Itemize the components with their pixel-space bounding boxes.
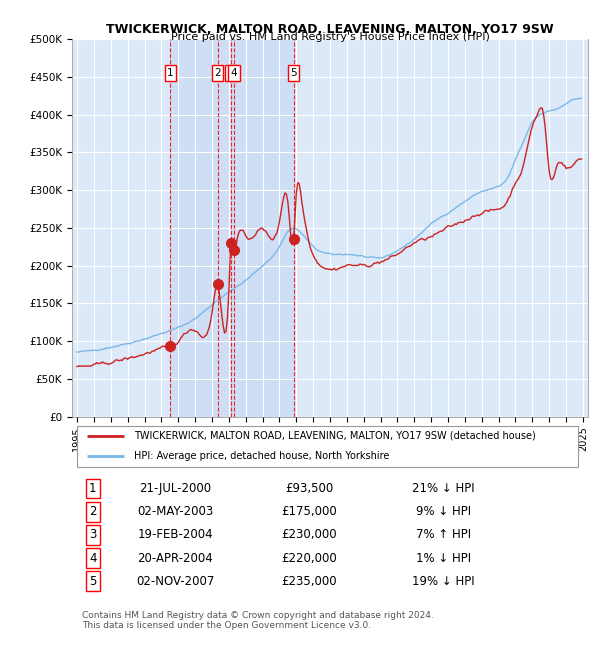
Text: 1: 1 (167, 68, 174, 78)
Text: 9% ↓ HPI: 9% ↓ HPI (416, 505, 471, 518)
Text: 1% ↓ HPI: 1% ↓ HPI (416, 552, 471, 565)
Text: 02-MAY-2003: 02-MAY-2003 (137, 505, 214, 518)
Text: 20-APR-2004: 20-APR-2004 (137, 552, 213, 565)
Text: 5: 5 (89, 575, 97, 588)
Text: 2: 2 (89, 505, 97, 518)
Text: 4: 4 (230, 68, 237, 78)
Text: Contains HM Land Registry data © Crown copyright and database right 2024.
This d: Contains HM Land Registry data © Crown c… (82, 610, 434, 630)
Text: TWICKERWICK, MALTON ROAD, LEAVENING, MALTON, YO17 9SW (detached house): TWICKERWICK, MALTON ROAD, LEAVENING, MAL… (134, 431, 536, 441)
Text: 4: 4 (89, 552, 97, 565)
Text: 1: 1 (89, 482, 97, 495)
Text: 21-JUL-2000: 21-JUL-2000 (139, 482, 211, 495)
Text: 02-NOV-2007: 02-NOV-2007 (136, 575, 214, 588)
Text: £230,000: £230,000 (281, 528, 337, 541)
Text: £175,000: £175,000 (281, 505, 337, 518)
Text: £93,500: £93,500 (285, 482, 334, 495)
Text: 7% ↑ HPI: 7% ↑ HPI (416, 528, 471, 541)
Text: 19-FEB-2004: 19-FEB-2004 (137, 528, 213, 541)
Text: £235,000: £235,000 (281, 575, 337, 588)
Text: 5: 5 (290, 68, 297, 78)
Text: 3: 3 (89, 528, 97, 541)
Text: HPI: Average price, detached house, North Yorkshire: HPI: Average price, detached house, Nort… (134, 450, 389, 461)
Bar (170, 39, 293, 417)
Text: 19% ↓ HPI: 19% ↓ HPI (412, 575, 475, 588)
FancyBboxPatch shape (77, 426, 578, 467)
Text: 21% ↓ HPI: 21% ↓ HPI (412, 482, 475, 495)
Text: 2: 2 (214, 68, 221, 78)
Text: 3: 3 (227, 68, 234, 78)
Text: Price paid vs. HM Land Registry's House Price Index (HPI): Price paid vs. HM Land Registry's House … (170, 32, 490, 42)
Text: £220,000: £220,000 (281, 552, 337, 565)
Text: TWICKERWICK, MALTON ROAD, LEAVENING, MALTON, YO17 9SW: TWICKERWICK, MALTON ROAD, LEAVENING, MAL… (106, 23, 554, 36)
